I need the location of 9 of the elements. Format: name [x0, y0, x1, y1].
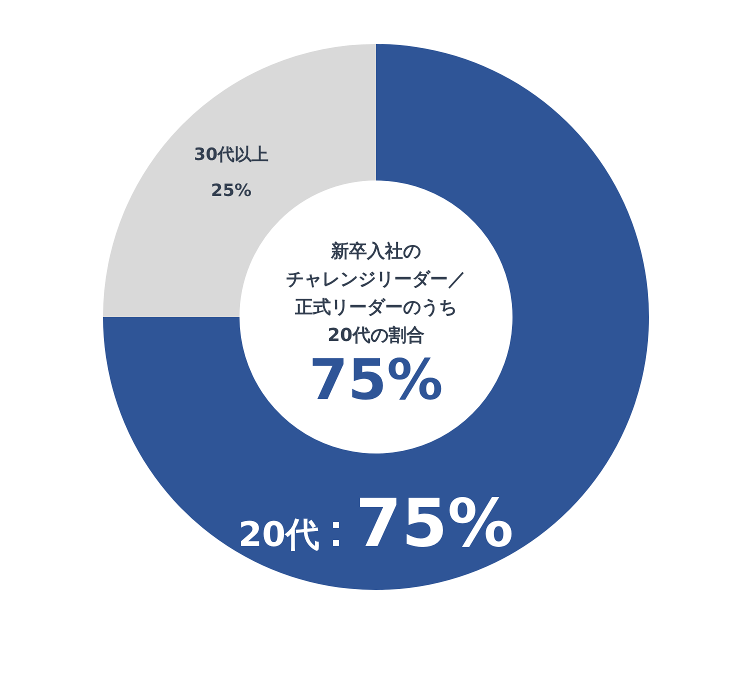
slice-label: 30代以上 — [194, 145, 269, 166]
data-label: 25% — [210, 181, 252, 202]
text: 新卒入社の — [330, 240, 422, 264]
data-label: 75% — [356, 484, 514, 562]
text: 20代の割合 — [327, 325, 425, 346]
slice-label: 20代 — [238, 514, 320, 555]
text: チャレンジリーダー／ — [285, 268, 467, 292]
text: 75% — [308, 348, 444, 413]
text: 正式リーダーのうち — [294, 296, 458, 320]
